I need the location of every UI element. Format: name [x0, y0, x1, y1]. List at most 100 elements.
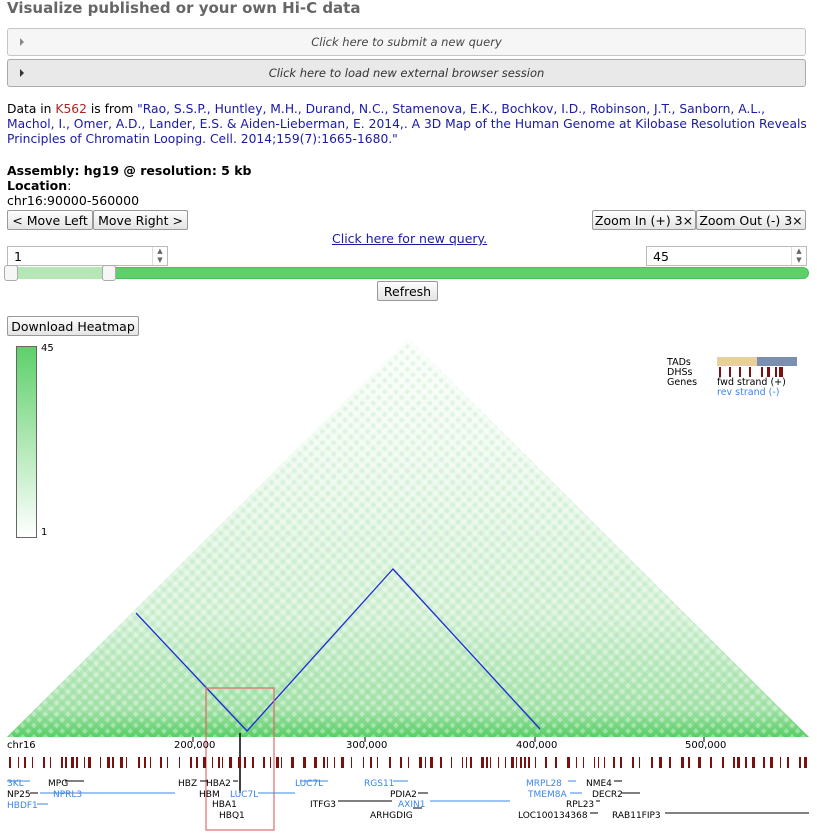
dhss-label: DHSs	[667, 367, 693, 378]
dhs-mark	[389, 757, 391, 768]
dhs-mark	[252, 757, 254, 768]
gene-label[interactable]: HBZ	[178, 779, 197, 789]
tick-label: 400,000	[516, 740, 557, 751]
gene-label[interactable]: LUC7L	[295, 779, 323, 789]
dhs-mark	[291, 757, 294, 768]
load-session-accordion[interactable]: Click here to load new external browser …	[7, 59, 806, 87]
hic-heatmap[interactable]: chr16 200,000 300,000 400,000 500,000 3K…	[0, 338, 817, 838]
gene-label[interactable]: MPG	[48, 779, 68, 789]
color-scale-bar	[16, 346, 37, 538]
dhs-mark	[107, 757, 110, 768]
dhs-mark	[745, 757, 747, 768]
dhs-mark	[212, 757, 213, 768]
location-label: Location:	[7, 178, 71, 193]
gene-label[interactable]: TMEM8A	[527, 790, 567, 800]
gene-label[interactable]: LUC7L	[230, 790, 258, 800]
zoom-out-button[interactable]: Zoom Out (-) 3×	[696, 210, 806, 230]
dhs-mark	[112, 757, 114, 768]
max-value-input[interactable]: 45 ▲ ▼	[646, 246, 807, 266]
gene-label[interactable]: ARHGDIG	[370, 811, 413, 821]
download-heatmap-button[interactable]: Download Heatmap	[7, 316, 139, 336]
strand-legend: fwd strand (+) rev strand (-)	[717, 378, 786, 398]
dhs-mark	[150, 757, 151, 768]
tick-label: 300,000	[346, 740, 387, 751]
spinner-icon[interactable]: ▲ ▼	[152, 247, 167, 265]
dhs-mark	[710, 757, 712, 768]
gene-label[interactable]: NPRL3	[53, 790, 82, 800]
move-right-button[interactable]: Move Right >	[93, 210, 188, 230]
collapsed-triangle-icon	[20, 69, 24, 77]
dhs-mark	[520, 757, 522, 768]
dhs-mark	[669, 757, 671, 768]
rev-strand-label: rev strand (-)	[717, 387, 780, 398]
citation-mid: is from	[86, 102, 138, 116]
gene-label[interactable]: RAB11FIP3	[612, 811, 661, 821]
dhs-mark	[9, 757, 11, 768]
gene-label[interactable]: ITFG3	[310, 800, 336, 810]
gene-label[interactable]: PDIA2	[390, 790, 417, 800]
axis-ticks: 200,000 300,000 400,000 500,000	[174, 737, 726, 751]
dhs-mark	[218, 757, 220, 768]
gene-label[interactable]: HBA2	[206, 779, 231, 789]
move-left-button[interactable]: < Move Left	[7, 210, 93, 230]
dhs-mark	[440, 757, 442, 768]
dhs-mark	[613, 757, 615, 768]
fwd-strand-label: fwd strand (+)	[717, 377, 786, 388]
gene-label[interactable]: HBDF1	[7, 801, 38, 811]
dhs-mark	[84, 757, 85, 768]
dhs-mark	[43, 757, 45, 768]
new-query-link[interactable]: Click here for new query.	[332, 231, 488, 246]
dhs-mark	[88, 757, 91, 768]
gene-label[interactable]: MRPL28	[526, 779, 562, 789]
gene-label[interactable]: AXIN1	[398, 800, 425, 810]
dhs-mark	[594, 757, 595, 768]
dhs-mark	[688, 757, 690, 768]
tads-label: TADs	[667, 357, 691, 368]
range-slider-low-handle[interactable]	[102, 265, 116, 281]
gene-label[interactable]: NME4	[586, 779, 612, 789]
dhs-mark	[425, 757, 426, 768]
min-value-input[interactable]: 1 ▲ ▼	[7, 246, 168, 266]
dhs-mark	[486, 757, 488, 768]
range-slider-min-handle[interactable]	[4, 265, 18, 281]
dhs-mark	[100, 757, 101, 768]
refresh-button[interactable]: Refresh	[377, 281, 438, 301]
dhs-mark	[244, 757, 246, 768]
gene-label[interactable]: HBM	[199, 790, 220, 800]
gene-label[interactable]: NP25	[7, 790, 31, 800]
dhs-mark	[528, 757, 530, 768]
citation-prefix: Data in	[7, 102, 56, 116]
spinner-icon[interactable]: ▲ ▼	[791, 247, 806, 265]
submit-query-accordion[interactable]: Click here to submit a new query	[7, 28, 806, 56]
range-slider[interactable]	[7, 267, 809, 279]
dhs-mark	[651, 757, 653, 768]
dhs-mark	[203, 757, 206, 768]
gene-label[interactable]: HBA1	[212, 800, 237, 810]
dhs-mark	[222, 757, 223, 768]
dhs-mark	[583, 757, 584, 768]
gene-label[interactable]: LOC100134368	[518, 811, 588, 821]
dhs-mark	[32, 757, 33, 768]
zoom-in-button[interactable]: Zoom In (+) 3×	[592, 210, 696, 230]
gene-label[interactable]: DECR2	[592, 790, 623, 800]
dhs-mark	[632, 757, 634, 768]
dhs-mark	[377, 757, 378, 768]
dhs-mark	[126, 757, 127, 768]
dhs-mark	[314, 757, 317, 768]
tad-color-swatch	[717, 357, 757, 366]
dhs-mark	[430, 757, 433, 768]
dhs-mark	[419, 757, 422, 768]
gene-label[interactable]: RGS11	[364, 779, 394, 789]
location-value: chr16:90000-560000	[7, 193, 140, 208]
dhs-mark	[190, 757, 192, 768]
dhs-mark	[763, 757, 765, 768]
dhs-mark	[620, 757, 622, 768]
contact-texture	[7, 338, 809, 737]
gene-label[interactable]: 3KL	[7, 779, 24, 789]
gene-label[interactable]: RPL23	[566, 800, 594, 810]
dhs-mark	[576, 757, 577, 768]
dhs-mark	[238, 757, 241, 768]
tad-color-swatch	[757, 357, 797, 366]
dhs-mark	[511, 757, 514, 768]
gene-label[interactable]: HBQ1	[219, 811, 245, 821]
